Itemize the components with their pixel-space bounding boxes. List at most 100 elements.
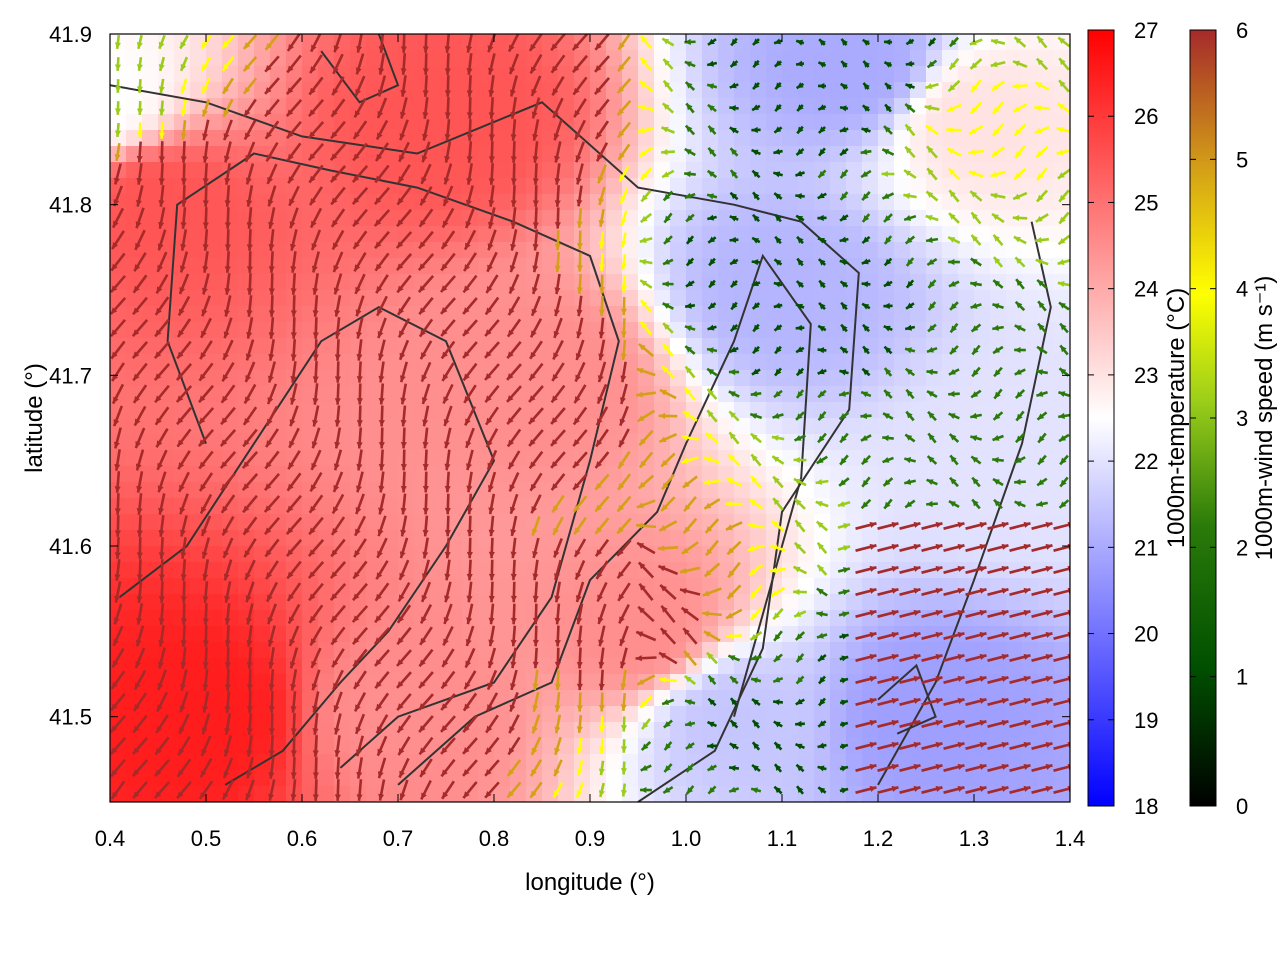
heatmap-cell bbox=[734, 626, 751, 643]
heatmap-cell bbox=[174, 578, 191, 595]
heatmap-cell bbox=[798, 738, 815, 755]
heatmap-cell bbox=[110, 178, 127, 195]
heatmap-cell bbox=[622, 290, 639, 307]
heatmap-cell bbox=[814, 546, 831, 563]
heatmap-cell bbox=[414, 770, 431, 787]
heatmap-cell bbox=[270, 514, 287, 531]
heatmap-cell bbox=[430, 626, 447, 643]
heatmap-cell bbox=[606, 34, 623, 51]
heatmap-cell bbox=[270, 98, 287, 115]
heatmap-cell bbox=[942, 130, 959, 147]
heatmap-cell bbox=[654, 706, 671, 723]
heatmap-cell bbox=[142, 386, 159, 403]
heatmap-cell bbox=[494, 610, 511, 627]
heatmap-cell bbox=[366, 642, 383, 659]
heatmap-cell bbox=[238, 258, 255, 275]
heatmap-cell bbox=[206, 370, 223, 387]
heatmap-cell bbox=[654, 546, 671, 563]
heatmap-cell bbox=[494, 178, 511, 195]
heatmap-cell bbox=[334, 530, 351, 547]
heatmap-cell bbox=[510, 50, 527, 67]
heatmap-cell bbox=[302, 642, 319, 659]
heatmap-cell bbox=[206, 418, 223, 435]
heatmap-cell bbox=[398, 498, 415, 515]
heatmap-cell bbox=[590, 322, 607, 339]
heatmap-cell bbox=[334, 594, 351, 611]
heatmap-cell bbox=[478, 50, 495, 67]
heatmap-cell bbox=[638, 642, 655, 659]
windspeed-tick-label: 2 bbox=[1236, 535, 1248, 560]
heatmap-cell bbox=[142, 402, 159, 419]
heatmap-cell bbox=[974, 178, 991, 195]
heatmap-cell bbox=[286, 50, 303, 67]
heatmap-cell bbox=[366, 706, 383, 723]
heatmap-cell bbox=[446, 450, 463, 467]
heatmap-cell bbox=[302, 594, 319, 611]
heatmap-cell bbox=[798, 338, 815, 355]
heatmap-cell bbox=[270, 194, 287, 211]
heatmap-cell bbox=[254, 34, 271, 51]
heatmap-cell bbox=[158, 114, 175, 131]
heatmap-cell bbox=[318, 642, 335, 659]
heatmap-cell bbox=[334, 338, 351, 355]
heatmap-cell bbox=[430, 34, 447, 51]
heatmap-cell bbox=[750, 322, 767, 339]
heatmap-cell bbox=[846, 642, 863, 659]
heatmap-cell bbox=[718, 402, 735, 419]
heatmap-cell bbox=[734, 386, 751, 403]
heatmap-cell bbox=[126, 50, 143, 67]
heatmap-cell bbox=[494, 258, 511, 275]
heatmap-cell bbox=[318, 450, 335, 467]
heatmap-cell bbox=[702, 546, 719, 563]
heatmap-cell bbox=[478, 578, 495, 595]
heatmap-cell bbox=[670, 434, 687, 451]
heatmap-cell bbox=[974, 146, 991, 163]
heatmap-cell bbox=[494, 82, 511, 99]
heatmap-cell bbox=[718, 210, 735, 227]
temperature-tick-label: 23 bbox=[1134, 363, 1158, 388]
heatmap-cell bbox=[494, 226, 511, 243]
heatmap-cell bbox=[238, 402, 255, 419]
heatmap-cell bbox=[414, 498, 431, 515]
heatmap-cell bbox=[494, 722, 511, 739]
heatmap-cell bbox=[238, 66, 255, 83]
heatmap-cell bbox=[174, 210, 191, 227]
heatmap-cell bbox=[542, 370, 559, 387]
heatmap-cell bbox=[254, 290, 271, 307]
heatmap-cell bbox=[318, 114, 335, 131]
heatmap-cell bbox=[558, 226, 575, 243]
heatmap-cell bbox=[718, 34, 735, 51]
heatmap-cell bbox=[430, 402, 447, 419]
heatmap-cell bbox=[222, 274, 239, 291]
heatmap-cell bbox=[494, 530, 511, 547]
heatmap-cell bbox=[958, 530, 975, 547]
heatmap-cell bbox=[142, 226, 159, 243]
heatmap-cell bbox=[286, 178, 303, 195]
heatmap-cell bbox=[398, 66, 415, 83]
heatmap-cell bbox=[846, 50, 863, 67]
heatmap-cell bbox=[686, 466, 703, 483]
heatmap-cell bbox=[222, 674, 239, 691]
heatmap-cell bbox=[686, 482, 703, 499]
heatmap-cell bbox=[750, 594, 767, 611]
heatmap-cell bbox=[638, 338, 655, 355]
heatmap-cell bbox=[238, 354, 255, 371]
heatmap-cell bbox=[350, 402, 367, 419]
heatmap-cell bbox=[414, 466, 431, 483]
heatmap-cell bbox=[782, 674, 799, 691]
heatmap-cell bbox=[494, 786, 511, 802]
heatmap-cell bbox=[174, 530, 191, 547]
heatmap-cell bbox=[654, 674, 671, 691]
heatmap-cell bbox=[574, 322, 591, 339]
heatmap-cell bbox=[910, 242, 927, 259]
heatmap-cell bbox=[766, 386, 783, 403]
heatmap-cell bbox=[782, 146, 799, 163]
heatmap-cell bbox=[158, 386, 175, 403]
heatmap-cell bbox=[862, 770, 879, 787]
heatmap-cell bbox=[638, 194, 655, 211]
heatmap-cell bbox=[270, 306, 287, 323]
heatmap-cell bbox=[750, 114, 767, 131]
heatmap-cell bbox=[590, 738, 607, 755]
heatmap-cell bbox=[478, 338, 495, 355]
heatmap-cell bbox=[830, 658, 847, 675]
